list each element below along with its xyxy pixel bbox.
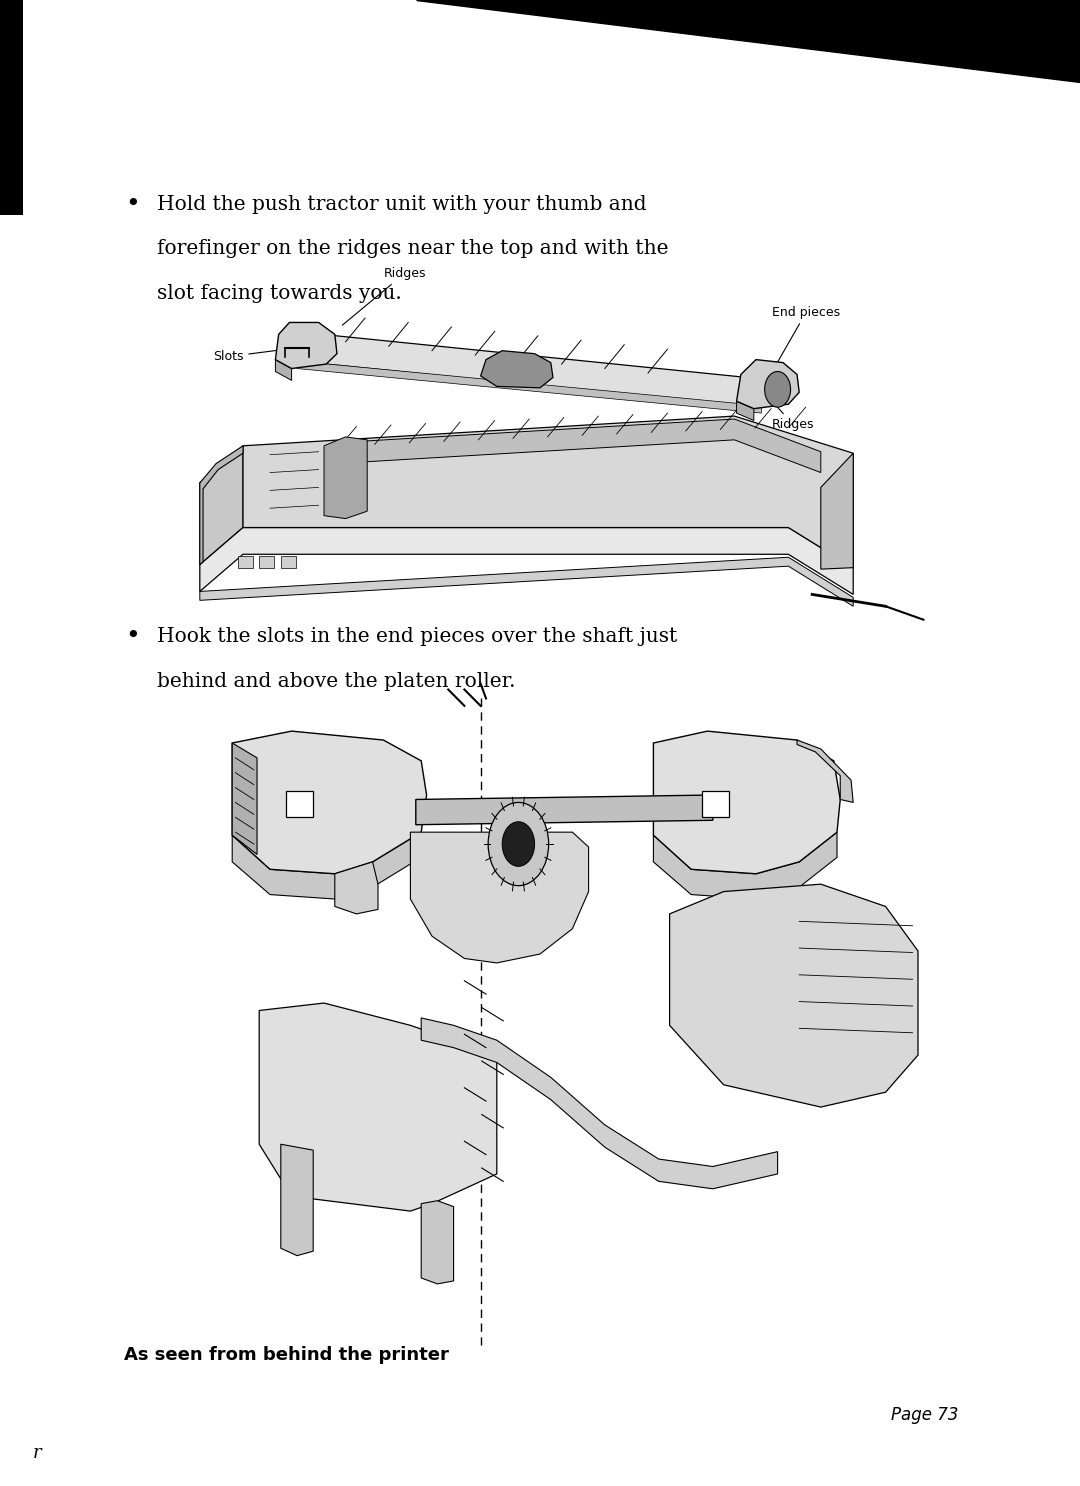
Polygon shape (275, 360, 292, 380)
Polygon shape (421, 1018, 778, 1189)
Text: r: r (32, 1444, 41, 1462)
Polygon shape (324, 437, 367, 519)
Polygon shape (281, 1144, 313, 1256)
Text: Page 73: Page 73 (891, 1406, 959, 1424)
Polygon shape (416, 795, 713, 825)
Polygon shape (200, 528, 853, 594)
Circle shape (488, 802, 549, 886)
Polygon shape (286, 791, 313, 817)
Polygon shape (821, 453, 853, 569)
Polygon shape (737, 401, 754, 421)
Text: Slots: Slots (213, 349, 283, 363)
Text: Tractors: Tractors (543, 372, 638, 392)
Polygon shape (275, 322, 337, 369)
Polygon shape (200, 446, 243, 565)
Bar (281, 556, 296, 568)
Text: Ridges: Ridges (772, 403, 814, 431)
Circle shape (502, 822, 535, 866)
Polygon shape (232, 832, 421, 899)
Polygon shape (702, 791, 729, 817)
Polygon shape (416, 0, 1080, 82)
Circle shape (765, 372, 791, 407)
Polygon shape (335, 862, 378, 914)
Polygon shape (259, 1003, 497, 1211)
Polygon shape (653, 832, 837, 899)
Polygon shape (481, 351, 553, 388)
Polygon shape (297, 361, 761, 413)
Text: •: • (125, 624, 140, 648)
Polygon shape (670, 884, 918, 1107)
Bar (259, 556, 274, 568)
Polygon shape (200, 557, 853, 606)
Bar (0, 0, 23, 215)
Polygon shape (232, 743, 257, 854)
Polygon shape (297, 334, 761, 406)
Text: Hook the slots in the end pieces over the shaft just: Hook the slots in the end pieces over th… (157, 627, 677, 646)
Text: Ridges: Ridges (342, 267, 426, 325)
Polygon shape (421, 1201, 454, 1284)
Polygon shape (232, 731, 427, 874)
Bar (238, 556, 253, 568)
Text: •: • (125, 192, 140, 215)
Polygon shape (243, 416, 853, 568)
Text: forefinger on the ridges near the top and with the: forefinger on the ridges near the top an… (157, 239, 669, 259)
Text: behind and above the platen roller.: behind and above the platen roller. (157, 672, 515, 691)
Polygon shape (335, 419, 821, 473)
Text: As seen from behind the printer: As seen from behind the printer (124, 1346, 449, 1364)
Polygon shape (737, 360, 799, 409)
Polygon shape (200, 446, 243, 565)
Text: End pieces: End pieces (772, 306, 840, 369)
Text: Hold the push tractor unit with your thumb and: Hold the push tractor unit with your thu… (157, 195, 646, 214)
Polygon shape (410, 832, 589, 963)
Polygon shape (797, 740, 853, 802)
Text: slot facing towards you.: slot facing towards you. (157, 284, 402, 303)
Polygon shape (653, 731, 840, 874)
